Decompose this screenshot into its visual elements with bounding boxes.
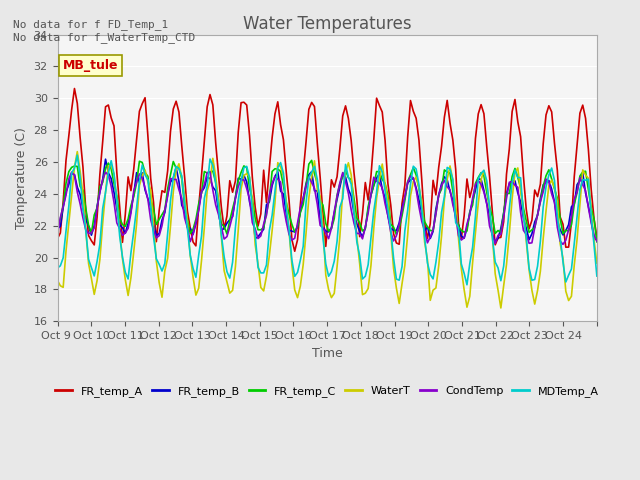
Text: MB_tule: MB_tule bbox=[63, 59, 118, 72]
X-axis label: Time: Time bbox=[312, 347, 342, 360]
Y-axis label: Temperature (C): Temperature (C) bbox=[15, 127, 28, 229]
Title: Water Temperatures: Water Temperatures bbox=[243, 15, 412, 33]
Text: No data for f FD_Temp_1
No data for f_WaterTemp_CTD: No data for f FD_Temp_1 No data for f_Wa… bbox=[13, 19, 195, 43]
Legend: FR_temp_A, FR_temp_B, FR_temp_C, WaterT, CondTemp, MDTemp_A: FR_temp_A, FR_temp_B, FR_temp_C, WaterT,… bbox=[51, 382, 604, 402]
